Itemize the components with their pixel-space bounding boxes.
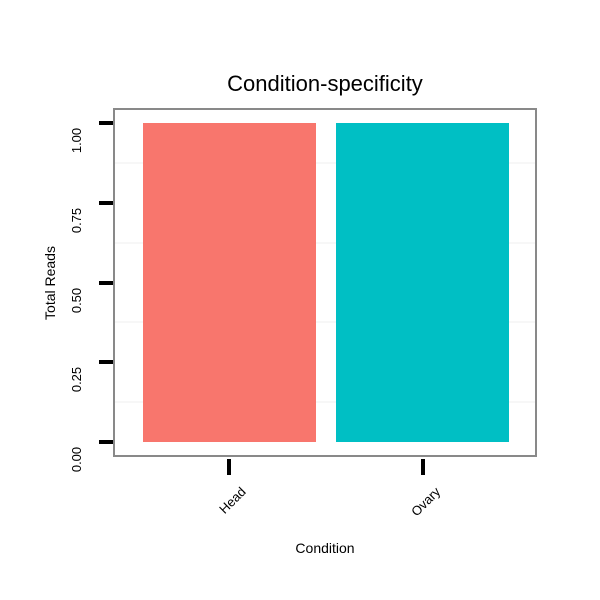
plot-panel <box>113 108 537 457</box>
x-tick-mark <box>421 459 425 475</box>
minor-gridline <box>115 401 535 403</box>
x-axis-title: Condition <box>295 540 355 556</box>
y-tick-mark <box>99 440 113 444</box>
y-tick-mark <box>99 201 113 205</box>
minor-gridline <box>115 162 535 164</box>
chart-title: Condition-specificity <box>227 71 423 96</box>
y-tick-label: 0.00 <box>69 446 85 472</box>
y-tick-mark <box>99 281 113 285</box>
y-tick-mark <box>99 121 113 125</box>
y-tick-label: 0.25 <box>69 366 85 392</box>
y-axis-title: Total Reads <box>42 246 58 320</box>
minor-gridline <box>115 242 535 244</box>
x-tick-label-head: Head <box>216 484 249 517</box>
y-tick-label: 1.00 <box>69 127 85 153</box>
x-tick-mark <box>227 459 231 475</box>
minor-gridline <box>115 321 535 323</box>
x-tick-label-ovary: Ovary <box>408 484 444 520</box>
bar-head <box>143 123 316 442</box>
y-tick-mark <box>99 360 113 364</box>
bar-ovary <box>336 123 509 442</box>
